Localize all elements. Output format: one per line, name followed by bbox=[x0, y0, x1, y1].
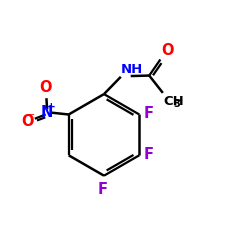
Text: −: − bbox=[27, 110, 35, 120]
Text: 3: 3 bbox=[174, 99, 180, 109]
Text: O: O bbox=[22, 114, 34, 129]
Text: NH: NH bbox=[121, 63, 143, 76]
Text: +: + bbox=[46, 102, 55, 112]
Text: N: N bbox=[41, 105, 53, 120]
Text: F: F bbox=[144, 106, 154, 121]
Text: O: O bbox=[39, 80, 52, 95]
Text: O: O bbox=[161, 42, 174, 58]
Text: F: F bbox=[144, 147, 154, 162]
Text: CH: CH bbox=[164, 95, 184, 108]
Text: F: F bbox=[98, 182, 108, 196]
